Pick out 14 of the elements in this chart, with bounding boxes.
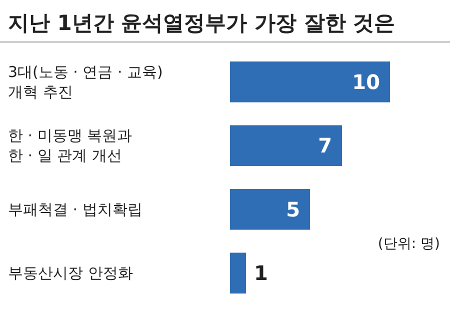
annotation: (단위: 명): [378, 236, 440, 252]
bar: [230, 188, 310, 230]
data-label: 1: [254, 261, 268, 286]
y-tick-label: 한 · 미동맹 복원과 한 · 일 관계 개선: [8, 126, 132, 165]
bar: [230, 61, 390, 102]
chart-title: 지난 1년간 윤석열정부가 가장 잘한 것은: [8, 11, 396, 35]
y-tick-label: 부동산시장 안정화: [8, 264, 133, 282]
y-tick-label: 부패척결 · 법치확립: [8, 200, 142, 218]
y-tick-label: 3대(노동 · 연금 · 교육) 개혁 추진: [8, 62, 163, 101]
data-label: 10: [352, 70, 380, 94]
data-label: 5: [286, 197, 300, 222]
bar: [230, 252, 246, 294]
bar: [230, 125, 342, 166]
data-label: 7: [318, 134, 332, 158]
